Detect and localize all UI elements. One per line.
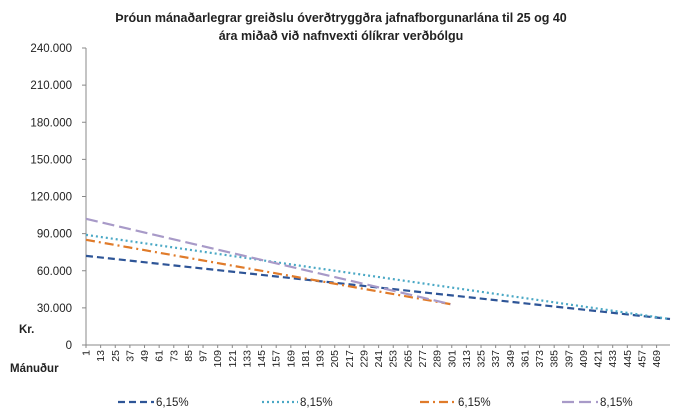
y-tick-label: 210.000 [30,80,72,92]
x-tick-label: 181 [300,350,312,368]
x-tick-label: 301 [446,350,458,368]
series-lines [85,217,671,321]
y-axis-label: Kr. [19,324,34,336]
x-tick-label: 61 [154,350,166,362]
y-tick-label: 30.000 [37,303,72,315]
y-tick-label: 180.000 [30,117,72,129]
legend: 6,15% 8,15% 6,15% 8,15% [118,397,633,409]
x-tick-label: 97 [198,350,210,362]
x-tick-label: 85 [183,350,195,362]
x-tick-label: 205 [329,350,341,368]
x-tick-label: 121 [227,350,239,368]
x-tick-label: 73 [168,350,180,362]
x-tick-label: 145 [256,350,268,368]
x-tick-label: 13 [95,350,107,362]
series-line-4 [85,217,451,306]
x-tick-label: 409 [578,350,590,368]
x-tick-label: 193 [315,350,327,368]
x-tick-label: 241 [373,350,385,368]
y-tick-label: 90.000 [37,229,72,241]
x-tick-label: 337 [490,350,502,368]
x-tick-label: 421 [593,350,605,368]
legend-label-3: 6,15% [458,397,491,409]
series-line-1 [85,254,671,321]
x-tick-label: 289 [432,350,444,368]
x-tick-label: 1 [81,350,93,356]
x-tick-label: 313 [461,350,473,368]
legend-label-4: 8,15% [600,397,633,409]
x-tick-label: 49 [139,350,151,362]
y-tick-label: 120.000 [30,192,72,204]
series-line-3 [85,238,451,306]
x-tick-label: 217 [344,350,356,368]
x-tick-label: 361 [519,350,531,368]
x-tick-label: 37 [124,350,136,362]
y-axis-ticks: 0 30.000 60.000 90.000 120.000 150.000 180.000… [30,43,86,352]
x-tick-label: 157 [271,350,283,368]
x-axis-ticks: 1 13 25 37 49 61 73 85 97 109 121 133 145 157 169 181 19… [81,345,663,368]
x-tick-label: 253 [388,350,400,368]
x-tick-label: 109 [212,350,224,368]
legend-label-1: 6,15% [156,397,189,409]
x-tick-label: 349 [505,350,517,368]
series-line-2 [85,233,671,321]
x-axis-label: Mánuður [10,363,59,375]
x-tick-label: 169 [285,350,297,368]
legend-label-2: 8,15% [300,397,333,409]
x-tick-label: 277 [417,350,429,368]
x-tick-label: 397 [563,350,575,368]
x-tick-label: 373 [534,350,546,368]
x-tick-label: 457 [636,350,648,368]
y-tick-label: 0 [66,340,72,352]
x-tick-label: 265 [402,350,414,368]
x-tick-label: 469 [651,350,663,368]
x-tick-label: 229 [358,350,370,368]
x-tick-label: 133 [241,350,253,368]
y-tick-label: 60.000 [37,266,72,278]
x-tick-label: 445 [622,350,634,368]
y-tick-label: 150.000 [30,154,72,166]
y-tick-label: 240.000 [30,43,72,55]
x-tick-label: 385 [549,350,561,368]
chart-title: Þróun mánaðarlegrar greiðslu óverðtryggð… [115,11,567,25]
x-tick-label: 325 [476,350,488,368]
chart-subtitle: ára miðað við nafnvexti ólíkrar verðbólg… [219,29,464,43]
x-tick-label: 433 [607,350,619,368]
x-tick-label: 25 [110,350,122,362]
